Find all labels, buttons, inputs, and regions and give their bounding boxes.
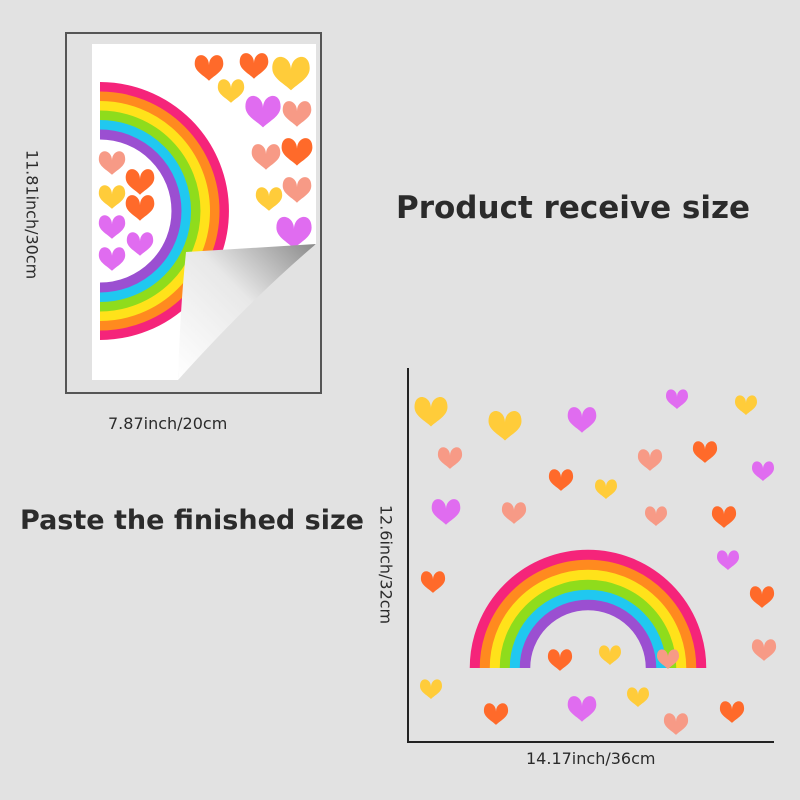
heart-icon	[255, 187, 283, 211]
heart-icon	[719, 701, 745, 723]
heart-icon	[488, 410, 522, 441]
heart-icon	[627, 687, 649, 707]
heart-icon	[483, 703, 509, 725]
heart-icon	[251, 144, 281, 170]
rainbow-band	[509, 589, 667, 669]
finished-height-label: 12.6inch/32cm	[376, 504, 396, 625]
heart-icon	[595, 479, 617, 499]
heart-icon	[98, 185, 126, 209]
finished-hearts	[414, 389, 777, 735]
heart-icon	[282, 177, 312, 203]
heart-icon	[431, 499, 461, 525]
rainbow-band	[99, 82, 229, 340]
heart-icon	[749, 586, 775, 608]
heart-icon	[281, 138, 313, 166]
heart-icon	[272, 56, 310, 91]
sheet-rainbow	[99, 82, 229, 340]
heart-icon	[666, 389, 688, 409]
paste-size-heading: Paste the finished size	[20, 505, 364, 536]
heart-icon	[711, 506, 737, 528]
heart-icon	[217, 79, 245, 103]
heart-icon	[98, 215, 126, 239]
rainbow-band	[99, 129, 182, 293]
rainbow-band	[519, 599, 657, 669]
heart-icon	[735, 395, 757, 415]
sheet-width-label: 7.87inch/20cm	[108, 414, 228, 433]
sheet-height-label: 11.81inch/30cm	[22, 149, 42, 280]
heart-icon	[501, 502, 527, 524]
heart-icon	[663, 713, 689, 735]
rainbow-band	[99, 101, 210, 321]
heart-icon	[645, 506, 667, 526]
sheet-frame	[65, 32, 322, 394]
heart-icon	[567, 407, 597, 433]
heart-icon	[547, 649, 573, 671]
heart-icon	[125, 195, 155, 221]
rainbow-band	[99, 120, 191, 302]
heart-icon	[548, 469, 574, 491]
finished-width-label: 14.17inch/36cm	[526, 749, 656, 768]
heart-icon	[637, 449, 663, 471]
heart-icon	[276, 216, 312, 249]
heart-icon	[752, 461, 774, 481]
sheet-hearts	[98, 53, 313, 271]
heart-icon	[194, 55, 224, 81]
heart-icon	[420, 571, 446, 593]
heart-icon	[717, 550, 739, 570]
heart-icon	[245, 95, 281, 128]
heart-icon	[420, 679, 442, 699]
peeled-corner	[178, 244, 316, 380]
heart-icon	[437, 447, 463, 469]
heart-icon	[657, 649, 679, 669]
heart-icon	[692, 441, 718, 463]
rainbow-band	[479, 559, 697, 669]
heart-icon	[751, 639, 777, 661]
rainbow-band	[99, 110, 201, 312]
rainbow-band	[499, 579, 677, 669]
heart-icon	[599, 645, 621, 665]
heart-icon	[239, 53, 269, 79]
heart-icon	[125, 169, 155, 195]
heart-icon	[126, 232, 154, 256]
rainbow-band	[99, 91, 220, 331]
rainbow-band	[489, 569, 687, 669]
heart-icon	[98, 247, 126, 271]
finished-rainbow	[469, 549, 707, 669]
heart-icon	[414, 396, 448, 427]
rainbow-band	[469, 549, 707, 669]
receive-size-heading: Product receive size	[396, 190, 751, 226]
heart-icon	[282, 101, 312, 127]
heart-icon	[98, 151, 126, 175]
heart-icon	[567, 696, 597, 722]
